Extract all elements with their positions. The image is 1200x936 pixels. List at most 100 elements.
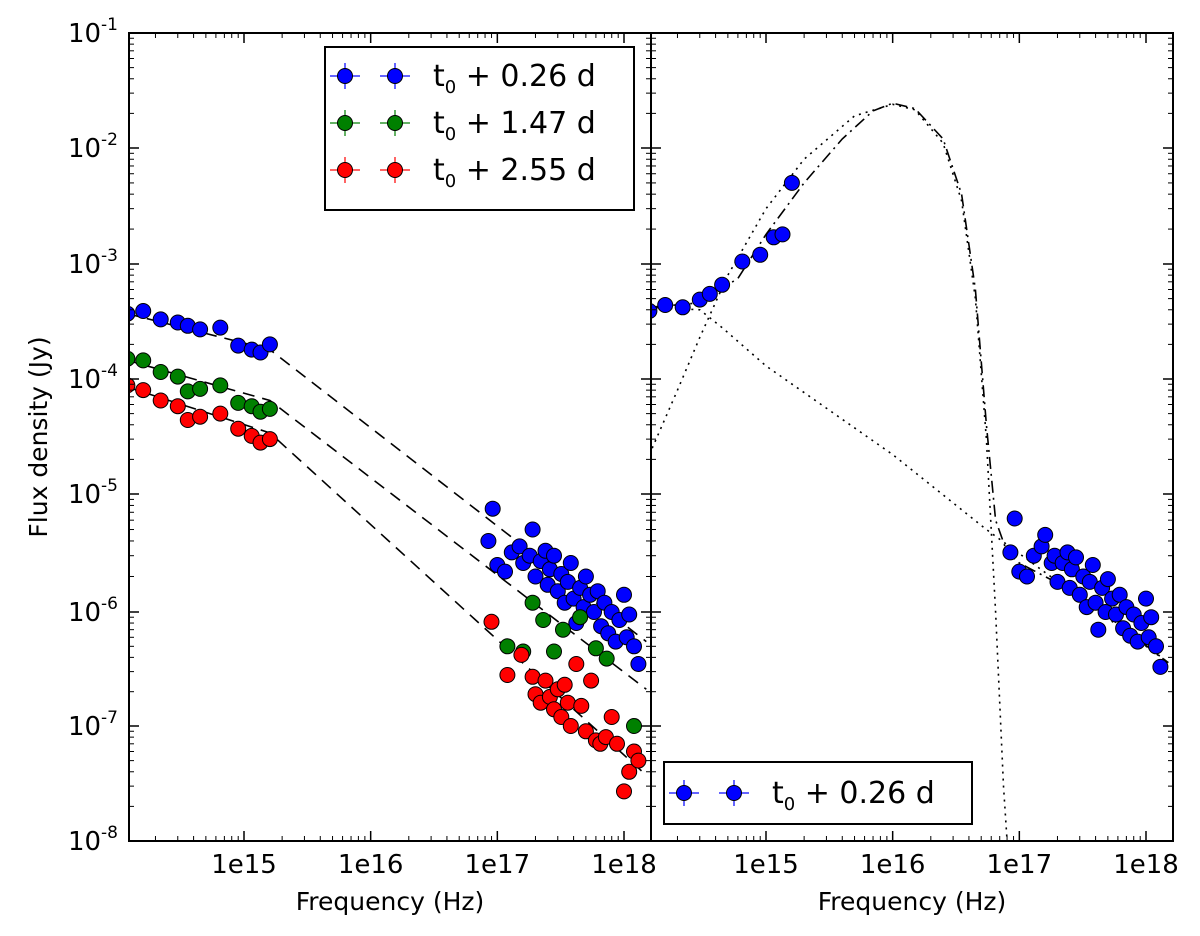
plot-area	[129, 303, 647, 800]
data-point	[212, 377, 229, 394]
data-point	[212, 405, 229, 422]
data-point	[192, 380, 209, 397]
data-point	[621, 606, 638, 623]
data-point	[135, 382, 152, 399]
x-tick-label: 1e15	[733, 850, 799, 880]
legend-marker	[387, 115, 403, 131]
legend-box	[663, 761, 973, 825]
data-point	[562, 555, 579, 571]
legend-marker	[387, 68, 403, 84]
data-point	[1068, 549, 1084, 566]
data-point	[129, 305, 136, 322]
data-point	[230, 394, 247, 411]
data-point	[499, 638, 516, 655]
data-point	[129, 377, 136, 394]
legend-marker	[337, 115, 353, 131]
data-point	[192, 321, 209, 338]
model-line-1	[651, 103, 1008, 841]
y-tick-label: 10-3	[68, 246, 118, 280]
axes-frame	[650, 32, 1174, 842]
data-point	[169, 368, 186, 385]
data-point	[1071, 586, 1088, 603]
data-point	[630, 656, 647, 672]
data-point	[572, 609, 589, 626]
data-point	[556, 676, 573, 693]
data-point	[497, 563, 513, 580]
data-point	[511, 538, 528, 555]
data-point	[1090, 621, 1107, 638]
y-tick-label: 10-7	[68, 708, 118, 742]
x-tick-label: 1e16	[338, 850, 404, 880]
data-point	[603, 709, 620, 725]
data-point	[499, 667, 516, 683]
model-line-1	[129, 360, 647, 690]
legend-box	[324, 46, 635, 211]
data-point	[152, 311, 169, 328]
data-point	[192, 408, 209, 425]
y-tick-label: 10-1	[68, 15, 118, 49]
series-1	[129, 350, 642, 734]
data-point	[513, 646, 530, 663]
x-tick-label: 1e17	[987, 850, 1053, 880]
data-point	[626, 718, 642, 734]
data-point	[657, 297, 674, 313]
data-point	[537, 672, 554, 689]
data-point	[555, 621, 571, 638]
legend-marker	[337, 68, 353, 84]
data-point	[1143, 609, 1160, 626]
data-point	[212, 319, 229, 336]
data-point	[609, 735, 625, 752]
x-tick-label: 1e16	[860, 850, 926, 880]
data-point	[568, 656, 585, 672]
legend-label: t0 + 1.47 d	[433, 106, 596, 145]
x-tick-label: 1e18	[591, 850, 657, 880]
series-0	[651, 174, 1169, 675]
data-point	[480, 533, 497, 549]
data-point	[701, 285, 718, 302]
y-tick-label: 10-8	[68, 823, 118, 857]
data-point	[583, 672, 600, 689]
data-point	[527, 568, 544, 585]
data-point	[1148, 638, 1164, 655]
data-point	[261, 336, 278, 353]
data-point	[577, 568, 594, 585]
data-point	[714, 276, 731, 293]
data-point	[616, 586, 632, 603]
data-point	[546, 547, 562, 564]
data-point	[1002, 544, 1019, 561]
data-point	[1087, 594, 1104, 611]
data-point	[573, 697, 590, 714]
x-tick-label: 1e18	[1113, 850, 1179, 880]
model-line-2	[651, 306, 1169, 664]
data-point	[524, 594, 541, 611]
data-point	[616, 783, 632, 800]
data-point	[230, 337, 247, 354]
data-point	[1037, 526, 1054, 543]
x-axis-label: Frequency (Hz)	[296, 887, 485, 916]
data-point	[152, 392, 169, 409]
x-axis-label: Frequency (Hz)	[818, 887, 1007, 916]
x-tick-label: 1e17	[465, 850, 531, 880]
legend-marker	[337, 162, 353, 178]
right-panel: 1e15 1e16 1e17 1e18 Frequency (Hz) t0 + 0.26 …	[650, 32, 1179, 916]
x-tick-label: 1e15	[211, 850, 277, 880]
data-point	[630, 752, 647, 769]
data-point	[559, 694, 576, 711]
data-point	[129, 350, 136, 367]
data-point	[586, 604, 602, 620]
data-point	[1084, 557, 1101, 573]
data-point	[1019, 568, 1035, 585]
y-tick-label: 10-4	[68, 361, 118, 395]
data-point	[483, 613, 500, 630]
data-point	[1006, 510, 1023, 527]
legend-marker	[676, 785, 692, 801]
data-point	[484, 500, 501, 517]
legend-label: t0 + 0.26 d	[433, 59, 596, 98]
legend-marker	[726, 785, 742, 801]
data-point	[626, 638, 642, 655]
data-point	[587, 640, 604, 657]
data-point	[135, 303, 152, 319]
legend-label: t0 + 2.55 d	[433, 153, 596, 192]
y-tick-label: 10-2	[68, 130, 118, 164]
